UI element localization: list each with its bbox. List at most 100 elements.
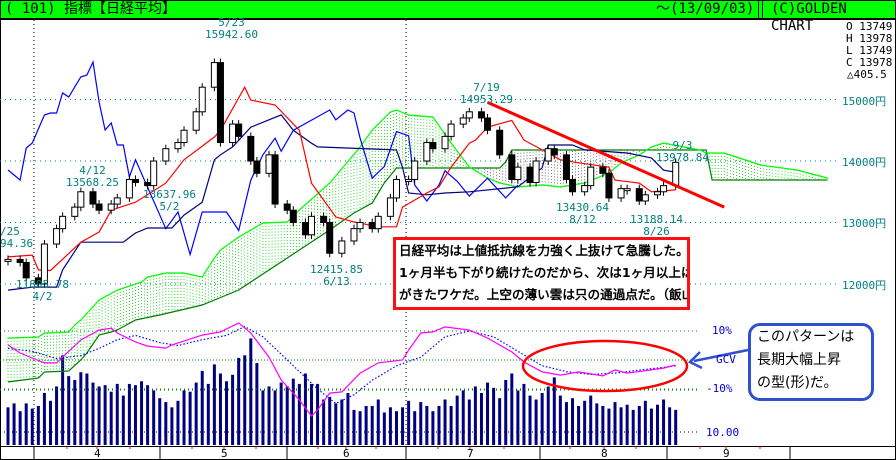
candle-up: [653, 191, 661, 196]
price-tick-15000: 15000円: [842, 95, 887, 108]
volume-bar: [206, 383, 210, 445]
volume-bar: [461, 390, 465, 445]
volume-bar: [589, 395, 593, 445]
volume-bar: [285, 386, 289, 445]
volume-bar: [370, 406, 374, 445]
candle-down: [235, 123, 243, 137]
osc-upper-label: 10%: [712, 324, 732, 337]
candle-up: [162, 148, 170, 162]
candle-down: [550, 148, 558, 156]
chikou-span-line: [7, 59, 519, 257]
candle-up: [423, 142, 431, 162]
volume-bar: [67, 376, 71, 445]
candle-up: [174, 142, 182, 150]
osc-zero-label: GCV: [716, 353, 736, 366]
annotation-high-5-23: 5/23 15942.60: [205, 17, 258, 41]
annotation-value: 14953.29: [460, 93, 513, 106]
senkou-span-b-line: [7, 149, 828, 383]
candle-down: [368, 222, 376, 230]
volume-bar: [140, 381, 144, 445]
volume-bar: [437, 406, 441, 445]
candle-down: [16, 258, 24, 263]
candle-up: [447, 123, 455, 137]
volume-bar: [473, 386, 477, 445]
candle-down: [271, 154, 279, 205]
volume-bar: [583, 400, 587, 445]
annotation-low-4-2: 11805.78 4/2: [16, 279, 69, 303]
candle-down: [301, 222, 309, 236]
annotation-date: 5/23: [218, 16, 245, 29]
chart-title: ( 101) 指標【日経平均】: [5, 1, 177, 17]
candle-up: [4, 258, 12, 262]
volume-bar: [637, 406, 641, 445]
candle-up: [229, 123, 237, 144]
candle-down: [635, 188, 643, 202]
volume-bar: [237, 357, 241, 445]
volume-bar: [619, 407, 623, 445]
volume-bar: [322, 399, 326, 445]
candle-up: [587, 166, 595, 187]
candle-down: [484, 117, 492, 131]
volume-bar: [577, 406, 581, 445]
candle-up: [532, 160, 540, 184]
candle-up: [338, 240, 346, 254]
high-value: H 13978: [846, 32, 893, 45]
volume-bar: [425, 406, 429, 445]
volume-bar: [492, 387, 496, 445]
volume-bar: [103, 385, 107, 445]
volume-bar: [6, 407, 10, 445]
volume-bar: [182, 390, 186, 445]
volume-bar: [534, 399, 538, 445]
candle-up: [210, 62, 218, 88]
candle-down: [247, 135, 255, 162]
annotation-date: 8/12: [569, 213, 596, 226]
candle-up: [405, 178, 413, 182]
volume-reference-label: 10.00: [706, 426, 740, 439]
date-range: ～(13/09/03): [656, 1, 755, 17]
volume-bar: [504, 380, 508, 445]
volume-bar: [55, 386, 59, 445]
close-value: C 13978: [846, 56, 893, 69]
candle-down: [429, 142, 437, 150]
month-label-9: 9: [723, 447, 730, 460]
volume-bar: [158, 398, 162, 445]
volume-bar: [176, 400, 180, 445]
volume-bar: [431, 411, 435, 445]
annotation-date: 5/2: [159, 200, 180, 213]
volume-bar: [48, 400, 52, 445]
price-tick-12000: 12000円: [842, 279, 887, 292]
commentary-box: 日経平均は上値抵抗線を力強く上抜けて急騰した。7/19から 1ヶ月半も下がり続け…: [393, 237, 690, 310]
low-value: L 13749: [846, 44, 893, 57]
volume-bar: [303, 373, 307, 445]
candle-down: [526, 166, 534, 184]
resistance-trendline: [486, 101, 725, 209]
candle-up: [660, 185, 668, 193]
annotation-low-6-13: 12415.85 6/13: [310, 264, 363, 288]
volume-bar: [267, 386, 271, 445]
volume-bar: [595, 403, 599, 445]
candle-up: [350, 228, 358, 242]
candle-up: [77, 191, 85, 208]
candle-up: [514, 166, 522, 180]
annotation-value: 13568.25: [66, 176, 119, 189]
annotation-date: /25: [0, 225, 20, 238]
candle-up: [672, 161, 680, 187]
volume-bar: [164, 402, 168, 445]
candle-up: [623, 188, 631, 192]
candle-up: [441, 135, 449, 150]
volume-bar: [522, 383, 526, 445]
annotation-date: 6/13: [323, 275, 350, 288]
month-label-5: 5: [221, 447, 228, 460]
callout-line: このパターンは: [757, 329, 855, 345]
price-tick-13000: 13000円: [842, 217, 887, 230]
annotation-date: 4/2: [32, 290, 53, 303]
volume-bar: [18, 411, 22, 445]
month-label-8: 8: [601, 447, 608, 460]
candle-down: [605, 172, 613, 199]
volume-bar: [79, 372, 83, 445]
volume-bar: [443, 399, 447, 445]
annotation-4-12: 4/12 13568.25: [66, 165, 119, 189]
volume-bar: [346, 393, 350, 445]
volume-bar: [42, 393, 46, 445]
